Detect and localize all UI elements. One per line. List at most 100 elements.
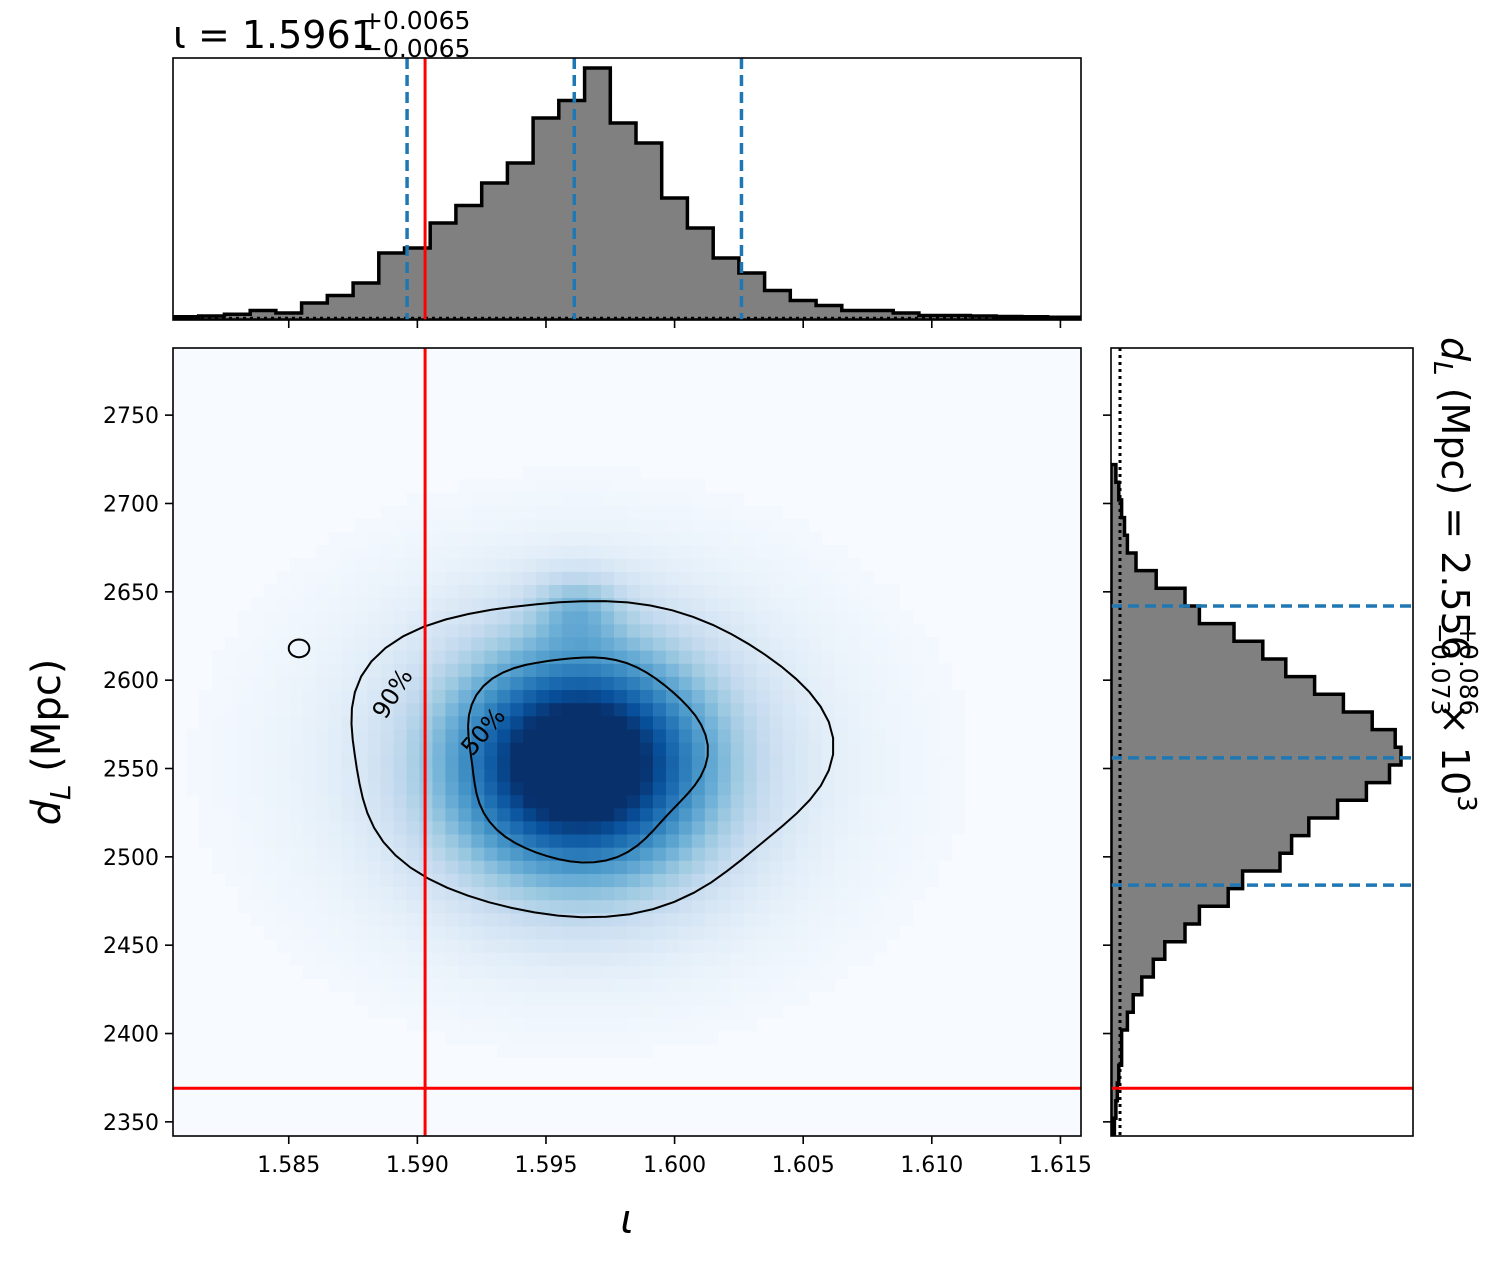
density-cell — [302, 715, 317, 730]
density-cell — [588, 899, 602, 914]
density-cell — [588, 479, 602, 494]
density-cell — [588, 742, 602, 756]
y-axis-label-unit: (Mpc) — [24, 659, 70, 785]
density-cell — [341, 939, 356, 953]
density-cell — [510, 650, 524, 664]
density-cell — [873, 689, 888, 704]
density-cell — [536, 676, 550, 691]
density-cell — [951, 702, 965, 717]
density-cell — [406, 991, 421, 1006]
density-cell — [211, 650, 226, 664]
density-cell — [769, 531, 784, 546]
density-cell — [639, 623, 654, 638]
density-cell — [458, 899, 472, 914]
density-cell — [380, 728, 395, 743]
density-cell — [834, 886, 849, 901]
density-cell — [639, 912, 654, 927]
density-cell — [367, 636, 382, 651]
density-cell — [925, 676, 939, 691]
density-cell — [458, 689, 472, 704]
density-cell — [458, 650, 472, 664]
density-cell — [614, 663, 628, 677]
density-cell — [601, 492, 615, 507]
density-cell — [678, 755, 693, 769]
density-cell — [614, 820, 628, 835]
density-cell — [743, 742, 758, 756]
density-cell — [743, 676, 758, 691]
joint-density-frame — [172, 347, 1082, 1137]
density-cell — [627, 912, 641, 927]
density-cell — [549, 610, 563, 625]
density-cell — [925, 742, 939, 756]
density-cell — [484, 1004, 498, 1019]
density-cell — [899, 886, 913, 901]
density-cell — [549, 584, 563, 599]
density-cell — [354, 636, 369, 651]
density-cell — [860, 689, 875, 704]
density-cell — [484, 479, 498, 494]
density-cell — [562, 873, 576, 888]
density-cell — [224, 807, 239, 822]
density-cell — [432, 571, 446, 585]
density-cell — [834, 847, 849, 861]
density-cell — [562, 702, 576, 717]
density-cell — [769, 847, 784, 861]
density-cell — [873, 610, 888, 625]
density-cell — [471, 479, 485, 494]
density-cell — [458, 939, 472, 953]
density-cell — [834, 623, 849, 638]
density-cell — [873, 768, 888, 782]
density-cell — [341, 689, 356, 704]
density-cell — [678, 584, 693, 599]
density-cell — [588, 886, 602, 901]
density-cell — [717, 663, 732, 677]
density-cell — [691, 663, 706, 677]
density-cell — [769, 912, 784, 927]
density-cell — [886, 663, 900, 677]
density-cell — [354, 860, 369, 874]
density-cell — [678, 886, 693, 901]
density-cell — [432, 715, 446, 730]
density-cell — [717, 781, 732, 796]
density-cell — [691, 991, 706, 1006]
density-cell — [691, 623, 706, 638]
density-cell — [847, 702, 862, 717]
density-cell — [795, 925, 810, 940]
density-cell — [588, 847, 602, 861]
density-cell — [665, 518, 680, 533]
density-cell — [704, 939, 719, 953]
density-cell — [886, 755, 900, 769]
density-cell — [627, 715, 641, 730]
density-cell — [678, 518, 693, 533]
density-cell — [393, 545, 408, 559]
density-cell — [860, 847, 875, 861]
density-cell — [886, 794, 900, 809]
density-cell — [289, 794, 304, 809]
density-cell — [769, 965, 784, 979]
density-cell — [237, 636, 252, 651]
density-cell — [211, 820, 226, 835]
density-cell — [341, 965, 356, 979]
density-cell — [743, 912, 758, 927]
density-cell — [925, 873, 939, 888]
density-cell — [302, 728, 317, 743]
density-cell — [510, 768, 524, 782]
density-cell — [263, 886, 278, 901]
density-cell — [549, 1017, 563, 1032]
density-cell — [380, 820, 395, 835]
density-cell — [549, 820, 563, 835]
density-cell — [302, 571, 317, 585]
density-cell — [289, 886, 304, 901]
density-cell — [380, 650, 395, 664]
density-cell — [523, 663, 537, 677]
density-cell — [367, 781, 382, 796]
density-cell — [627, 925, 641, 940]
density-cell — [237, 807, 252, 822]
density-cell — [315, 558, 330, 572]
density-cell — [834, 925, 849, 940]
dl-title-times: × 10 — [1433, 703, 1477, 795]
density-cell — [730, 728, 745, 743]
density-cell — [730, 886, 745, 901]
density-cell — [393, 912, 408, 927]
x-axis-ticks: 1.585 1.590 1.595 1.600 1.605 1.610 1.615 — [257, 1136, 1092, 1178]
